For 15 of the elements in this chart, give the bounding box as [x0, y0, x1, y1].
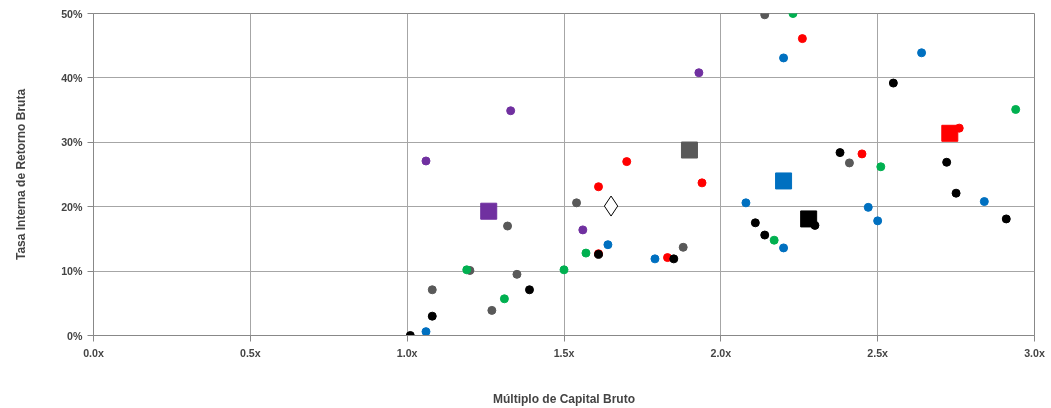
y-tick-label: 40% [61, 71, 84, 84]
y-tick-label: 50% [61, 7, 84, 20]
y-tick-label: 30% [61, 136, 84, 149]
x-tick-label: 2.5x [867, 346, 889, 359]
x-tick-label: 1.0x [396, 346, 418, 359]
y-tick-label: 10% [61, 265, 84, 278]
x-tick-label: 0.5x [239, 346, 261, 359]
x-tick-label: 2.0x [710, 346, 732, 359]
y-tick-label: 20% [61, 200, 84, 213]
y-axis-title: Tasa Interna de Retorno Bruta [14, 88, 29, 261]
x-axis-title: Múltiplo de Capital Bruto [493, 391, 635, 406]
x-tick-label: 0.0x [83, 346, 104, 359]
y-tick-label: 0% [67, 329, 84, 342]
x-tick-label: 1.5x [553, 346, 575, 359]
x-tick-label: 3.0x [1024, 346, 1045, 359]
